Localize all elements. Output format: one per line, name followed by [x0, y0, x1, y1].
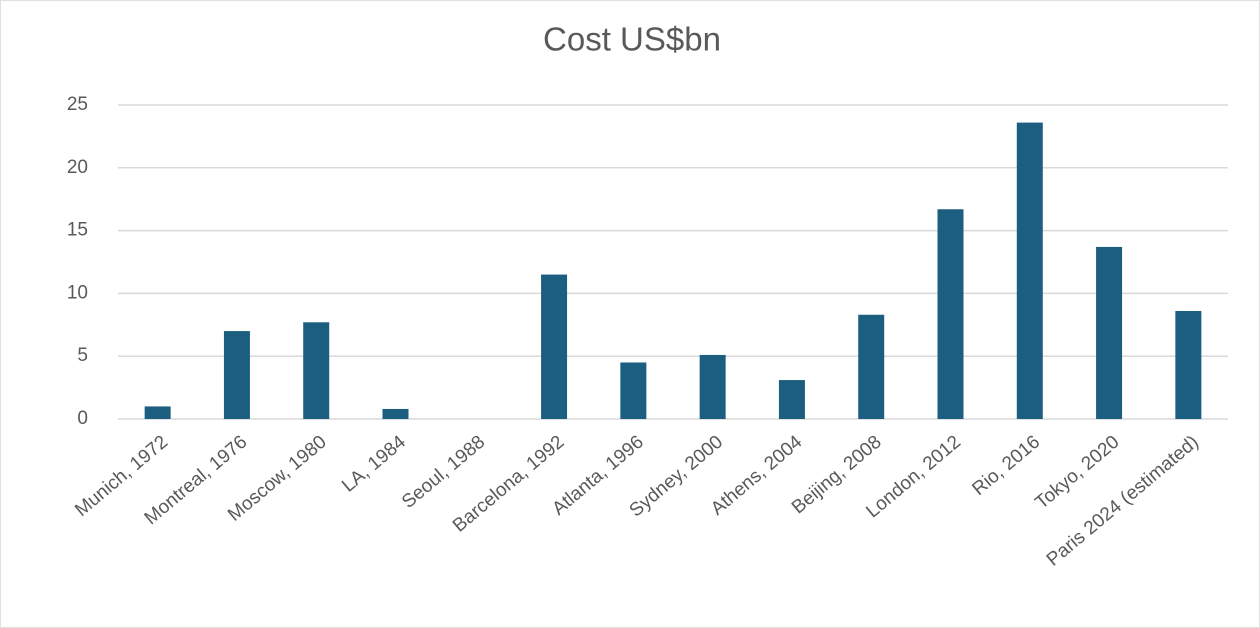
- bar: [937, 209, 964, 419]
- bar: [382, 408, 409, 419]
- y-tick-label: 25: [67, 94, 88, 115]
- y-tick-label: 20: [67, 157, 88, 178]
- bar: [699, 354, 726, 419]
- y-tick-label: 15: [67, 220, 88, 241]
- bar: [778, 380, 805, 419]
- bar: [541, 274, 568, 419]
- bar: [1175, 310, 1202, 419]
- bar: [303, 322, 330, 419]
- y-tick-label: 0: [77, 408, 88, 429]
- bar: [144, 406, 171, 419]
- bar: [620, 362, 647, 419]
- bar: [223, 331, 250, 419]
- y-tick-label: 10: [67, 282, 88, 303]
- chart-title: Cost US$bn: [543, 21, 721, 58]
- y-tick-label: 5: [77, 345, 88, 366]
- bar: [858, 314, 885, 419]
- bar: [1096, 246, 1123, 419]
- bar: [1016, 122, 1043, 420]
